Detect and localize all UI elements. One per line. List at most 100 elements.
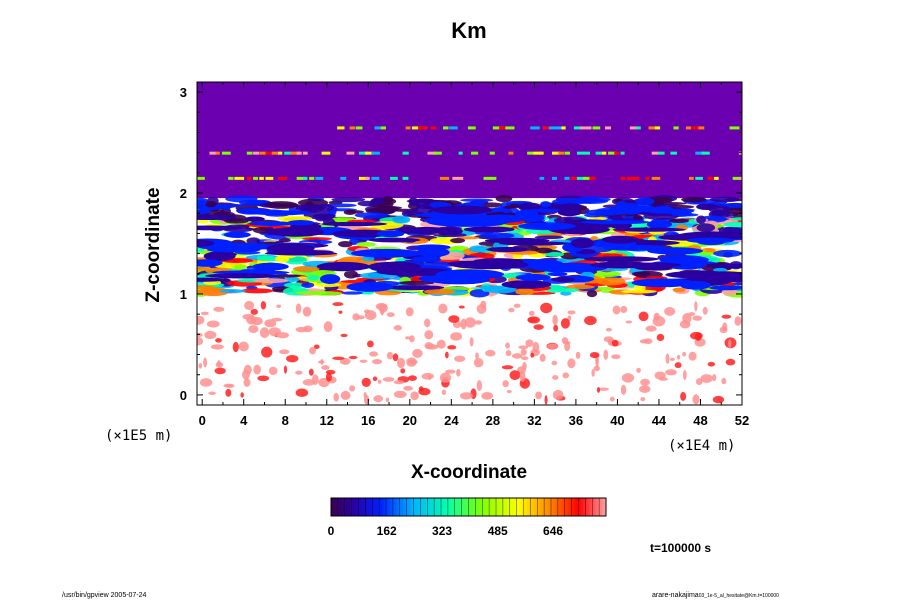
field-streak [244, 216, 265, 222]
x-axis-unit: (×1E4 m) [668, 438, 735, 454]
field-low-cell [447, 345, 457, 350]
field-band-cell [365, 176, 370, 180]
field-low-cell [643, 338, 653, 345]
field-mid-cell [512, 253, 523, 260]
field-band-cell [620, 176, 626, 180]
field-low-cell [511, 353, 523, 359]
field-low-cell [505, 342, 510, 349]
field-low-cell [621, 373, 635, 383]
field-mid-cell [382, 195, 394, 204]
field-low-cell [712, 374, 717, 382]
field-low-cell [474, 320, 483, 325]
field-band-cell [564, 151, 571, 155]
field-mid-cell [408, 197, 419, 206]
field-low-cell [636, 367, 641, 373]
field-band-cell [729, 126, 740, 130]
field-low-cell [286, 354, 299, 363]
field-band-cell [346, 151, 355, 155]
field-mid-cell [272, 274, 302, 278]
field-band-cell [701, 151, 710, 155]
field-low-cell [203, 357, 208, 368]
field-mid-cell [596, 277, 626, 286]
field-low-cell [544, 395, 548, 405]
field-mid-cell [313, 282, 342, 288]
field-streak [706, 263, 742, 269]
field-band-cell [449, 126, 458, 130]
field-band-cell [583, 176, 591, 180]
field-band-cell [433, 151, 442, 155]
field-low-cell [584, 315, 597, 326]
field-streak [439, 227, 463, 236]
field-low-cell [250, 316, 263, 326]
field-low-cell [540, 302, 553, 314]
field-mid-cell [356, 241, 376, 247]
field-low-cell [505, 350, 512, 357]
field-low-cell [605, 327, 612, 332]
field-mid-cell [338, 240, 353, 248]
y-tick-label: 0 [180, 388, 187, 403]
field-mid-cell [278, 238, 291, 243]
field-mid-cell [277, 215, 313, 222]
field-low-cell [232, 341, 239, 353]
field-low-cell [551, 360, 558, 366]
field-band-cell [580, 126, 588, 130]
x-tick-label: 32 [527, 413, 541, 428]
x-axis-title: X-coordinate [411, 462, 527, 483]
chart-title: Km [451, 18, 486, 43]
field-low-cell [339, 357, 351, 365]
field-band-cell [302, 151, 308, 155]
field-low-cell [656, 333, 665, 342]
field-band-cell [290, 151, 301, 155]
field-mid-cell [264, 201, 298, 209]
field-low-cell [448, 315, 460, 323]
x-tick-label: 4 [240, 413, 248, 428]
field-band-cell [489, 176, 497, 180]
field-mid-cell [713, 267, 728, 273]
field-low-cell [664, 306, 676, 316]
field-mid-cell [696, 203, 717, 211]
field-low-cell [295, 303, 302, 314]
field-low-cell [214, 367, 226, 375]
field-mid-cell [544, 252, 565, 257]
field-band-cell [648, 126, 658, 130]
field-streak [686, 237, 735, 244]
field-low-cell [424, 342, 434, 350]
field-low-cell [525, 339, 534, 348]
x-tick-label: 48 [693, 413, 707, 428]
field-mid-cell [357, 200, 377, 207]
field-mid-cell [343, 209, 357, 215]
field-mid-cell [479, 232, 515, 239]
field-low-cell [552, 389, 564, 400]
field-streak [410, 256, 441, 263]
colorbar-tick-label: 646 [543, 524, 563, 538]
field-band-cell [296, 176, 306, 180]
field-mid-cell [371, 197, 385, 205]
field-low-cell [645, 325, 657, 332]
field-low-cell [352, 313, 360, 321]
field-low-cell [321, 365, 330, 370]
field-low-cell [518, 345, 529, 350]
field-low-cell [676, 354, 681, 360]
field-low-cell [728, 339, 732, 349]
field-streak [248, 221, 296, 226]
field-low-cell [199, 378, 213, 387]
field-low-cell [456, 369, 461, 377]
field-low-cell [609, 396, 615, 402]
field-band-cell [695, 176, 703, 180]
field-streak [623, 262, 682, 268]
field-low-cell [562, 372, 570, 379]
field-low-cell [562, 340, 571, 345]
field-low-cell [682, 351, 687, 357]
colorbar-tick-label: 485 [488, 524, 508, 538]
field-band-cell [374, 126, 381, 130]
field-streak [268, 226, 324, 237]
field-low-cell [612, 305, 621, 315]
field-mid-cell [515, 288, 535, 296]
field-low-cell [253, 364, 261, 375]
colorbar-ticks: 0 162 323 485 646 [328, 498, 600, 538]
field-low-cell [539, 353, 546, 362]
field-low-cell [458, 305, 465, 309]
field-streak [197, 239, 215, 247]
field-band-cell [692, 126, 702, 130]
field-low-cell [506, 389, 512, 394]
